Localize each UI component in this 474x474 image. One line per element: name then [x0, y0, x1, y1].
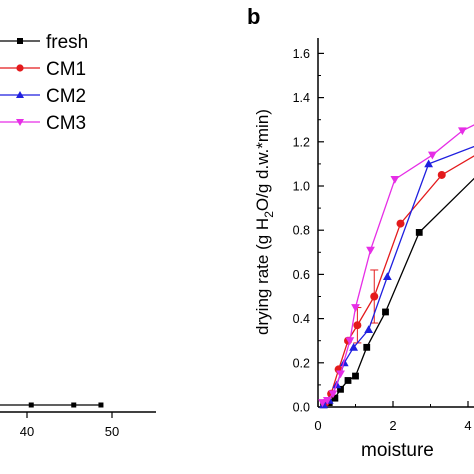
series-line — [323, 177, 474, 406]
left-x-tick-label: 50 — [105, 424, 119, 439]
panel-label-b: b — [247, 4, 260, 29]
y-tick-label: 0.4 — [293, 312, 310, 326]
series-point — [337, 385, 344, 393]
left-series — [0, 402, 104, 408]
series-point — [364, 325, 374, 334]
series-point — [352, 372, 359, 380]
series-point — [318, 399, 327, 407]
x-tick-label: 4 — [464, 418, 471, 433]
series-line — [324, 155, 474, 403]
series-point — [344, 377, 352, 384]
right-y-ticks: 0.0 0.2 0.4 0.6 0.8 1.0 1.2 1.4 1.6 — [293, 47, 324, 415]
x-axis-label: moisture — [361, 440, 434, 461]
y-tick-label: 1.4 — [293, 91, 310, 105]
series-point — [457, 127, 467, 136]
series-point — [331, 394, 339, 402]
legend-marker — [16, 119, 24, 126]
series-point — [427, 151, 437, 160]
y-tick-label: 0.0 — [293, 401, 310, 415]
y-tick-label: 1.2 — [293, 135, 310, 149]
left-x-ticks: 40 50 — [20, 412, 119, 439]
series-point — [415, 229, 423, 236]
series-line — [322, 124, 474, 404]
left-series-point — [28, 402, 34, 408]
series-point — [424, 159, 434, 168]
series-point — [370, 292, 379, 301]
y-tick-label: 0.8 — [293, 224, 310, 238]
x-tick-label: 2 — [389, 418, 396, 433]
legend-label: fresh — [46, 32, 88, 53]
legend-marker — [17, 38, 23, 44]
series-point — [349, 342, 359, 351]
y-axis-label-subscript: 2 — [262, 211, 276, 218]
series-point — [366, 246, 375, 255]
y-tick-label: 0.6 — [293, 268, 310, 282]
y-axis-label-part2: O/g d.w.*min) — [253, 109, 272, 211]
series-point — [382, 308, 389, 316]
series-point — [328, 390, 338, 399]
series-point — [322, 396, 332, 405]
legend-marker — [16, 64, 24, 72]
x-tick-label: 0 — [314, 418, 321, 433]
right-panel: b 0.0 0.2 0.4 0.6 0.8 1.0 1.2 1.4 1.6 0 2 4 drying… — [247, 4, 474, 461]
y-axis-label-part1: drying rate (g H — [253, 218, 272, 335]
series-CM3 — [318, 124, 474, 407]
legend-label: CM3 — [46, 113, 86, 134]
left-panel: 40 50 fresh CM1 CM2 CM3 — [0, 32, 156, 439]
left-series-point — [71, 402, 77, 408]
right-series — [318, 124, 474, 409]
series-point — [437, 170, 446, 179]
y-tick-label: 0.2 — [293, 356, 310, 370]
series-point — [336, 370, 345, 379]
legend-label: CM2 — [46, 86, 86, 107]
y-tick-label: 1.0 — [293, 180, 310, 194]
series-point — [382, 272, 392, 281]
right-x-ticks: 0 2 4 — [314, 401, 472, 433]
series-CM1 — [321, 155, 474, 407]
left-x-tick-label: 40 — [20, 424, 34, 439]
legend-marker — [16, 91, 24, 98]
legend-label: CM1 — [46, 59, 86, 80]
left-series-point — [98, 402, 104, 408]
y-tick-label: 1.6 — [293, 47, 310, 61]
series-point — [351, 304, 360, 312]
series-point — [353, 321, 362, 330]
series-point — [396, 219, 405, 228]
series-point — [390, 175, 400, 184]
y-axis-label: drying rate (g H2O/g d.w.*min) — [253, 109, 276, 335]
series-point — [345, 337, 355, 346]
series-point — [363, 343, 371, 351]
legend: fresh CM1 CM2 CM3 — [0, 32, 88, 134]
